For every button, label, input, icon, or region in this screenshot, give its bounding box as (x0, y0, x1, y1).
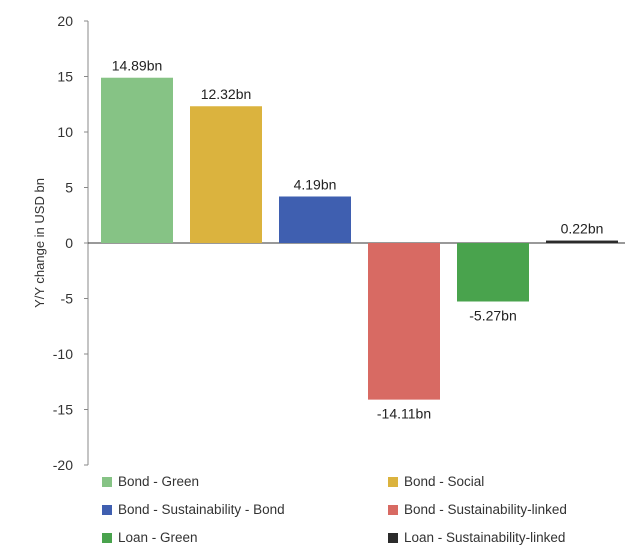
legend-label: Bond - Sustainability-linked (404, 502, 567, 517)
y-tick-label: 5 (65, 180, 73, 196)
data-label-4: -14.11bn (377, 406, 431, 422)
legend-swatch (388, 476, 398, 487)
y-tick-label: 20 (57, 13, 73, 29)
y-tick-label: -10 (53, 346, 73, 362)
legend-swatch (102, 476, 112, 487)
legend-label: Bond - Social (404, 474, 485, 489)
bars (101, 77, 618, 400)
legend-label: Bond - Sustainability - Bond (118, 502, 285, 517)
bar-1 (101, 77, 173, 243)
data-label-2: 12.32bn (201, 86, 252, 102)
y-tick-label: 15 (57, 69, 73, 85)
legend-swatch (388, 504, 398, 515)
legend-item-4: Bond - Sustainability-linked (388, 502, 567, 517)
legend-item-3: Bond - Sustainability - Bond (102, 502, 285, 517)
y-axis-title: Y/Y change in USD bn (32, 178, 47, 308)
y-tick-label: -15 (53, 402, 73, 418)
bar-4 (368, 243, 440, 400)
legend-item-2: Bond - Social (388, 474, 484, 489)
data-label-5: -5.27bn (469, 307, 516, 323)
legend-swatch (388, 532, 398, 543)
bar-3 (279, 196, 351, 243)
data-label-6: 0.22bn (561, 221, 604, 237)
legend-item-5: Loan - Green (102, 530, 198, 545)
bar-5 (457, 243, 529, 302)
bar-6 (546, 240, 618, 243)
legend-label: Bond - Green (118, 474, 200, 489)
legend-item-1: Bond - Green (102, 474, 199, 489)
y-tick-label: -20 (53, 457, 73, 473)
legend-label: Loan - Green (118, 530, 198, 545)
data-label-1: 14.89bn (112, 58, 163, 74)
bar-2 (190, 106, 262, 243)
legend-label: Loan - Sustainability-linked (404, 530, 566, 545)
y-ticks: 20 15 10 5 0 -5 -10 -15 -20 (53, 13, 88, 473)
data-label-3: 4.19bn (294, 176, 337, 192)
legend-swatch (102, 532, 112, 543)
y-tick-label: -5 (61, 291, 74, 307)
legend-item-6: Loan - Sustainability-linked (388, 530, 565, 545)
legend-swatch (102, 504, 112, 515)
data-labels: 14.89bn 12.32bn 4.19bn -14.11bn -5.27bn 0.22b… (112, 58, 604, 422)
y-tick-label: 0 (65, 235, 73, 251)
y-tick-label: 10 (57, 124, 73, 140)
